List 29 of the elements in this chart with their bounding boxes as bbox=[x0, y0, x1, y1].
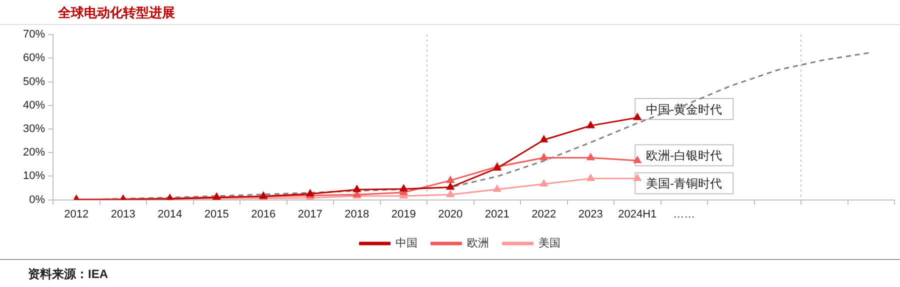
x-tick-label: 2022 bbox=[532, 208, 556, 220]
x-tick-label: 2021 bbox=[484, 208, 510, 220]
x-tick-label: 2023 bbox=[578, 208, 603, 220]
annotation: 美国-青铜时代 bbox=[646, 176, 722, 191]
y-tick-label: 30% bbox=[22, 123, 46, 136]
x-tick-label: 2015 bbox=[204, 208, 229, 220]
x-tick-label: 2020 bbox=[438, 208, 463, 220]
x-tick-label: 2013 bbox=[110, 208, 136, 220]
text: 资料来源：IEA bbox=[0, 259, 900, 287]
y-tick-label: 60% bbox=[22, 52, 46, 64]
x-tick-label: 2018 bbox=[344, 208, 370, 220]
y-tick-label: 0% bbox=[29, 194, 46, 206]
x-tick-label: 2016 bbox=[251, 208, 276, 220]
x-tick-label: 2017 bbox=[298, 208, 322, 220]
x-tick-label: …… bbox=[673, 208, 696, 220]
y-tick-label: 50% bbox=[22, 76, 46, 88]
y-tick-label: 20% bbox=[22, 146, 46, 159]
x-tick-label: 2019 bbox=[391, 208, 416, 220]
y-tick-label: 40% bbox=[22, 99, 46, 112]
legend-label: 中国 bbox=[395, 236, 418, 250]
x-tick-label: 2012 bbox=[64, 208, 89, 220]
x-tick-label: 2014 bbox=[158, 208, 182, 220]
y-tick-label: 70% bbox=[22, 28, 46, 41]
y-tick-label: 10% bbox=[22, 170, 46, 182]
chart-title: 全球电动化转型进展 bbox=[0, 0, 900, 25]
legend-label: 美国 bbox=[538, 236, 560, 250]
x-tick-label: 2024H1 bbox=[618, 208, 657, 220]
annotation: 欧洲-白银时代 bbox=[646, 148, 722, 163]
legend-label: 欧洲 bbox=[466, 236, 489, 250]
